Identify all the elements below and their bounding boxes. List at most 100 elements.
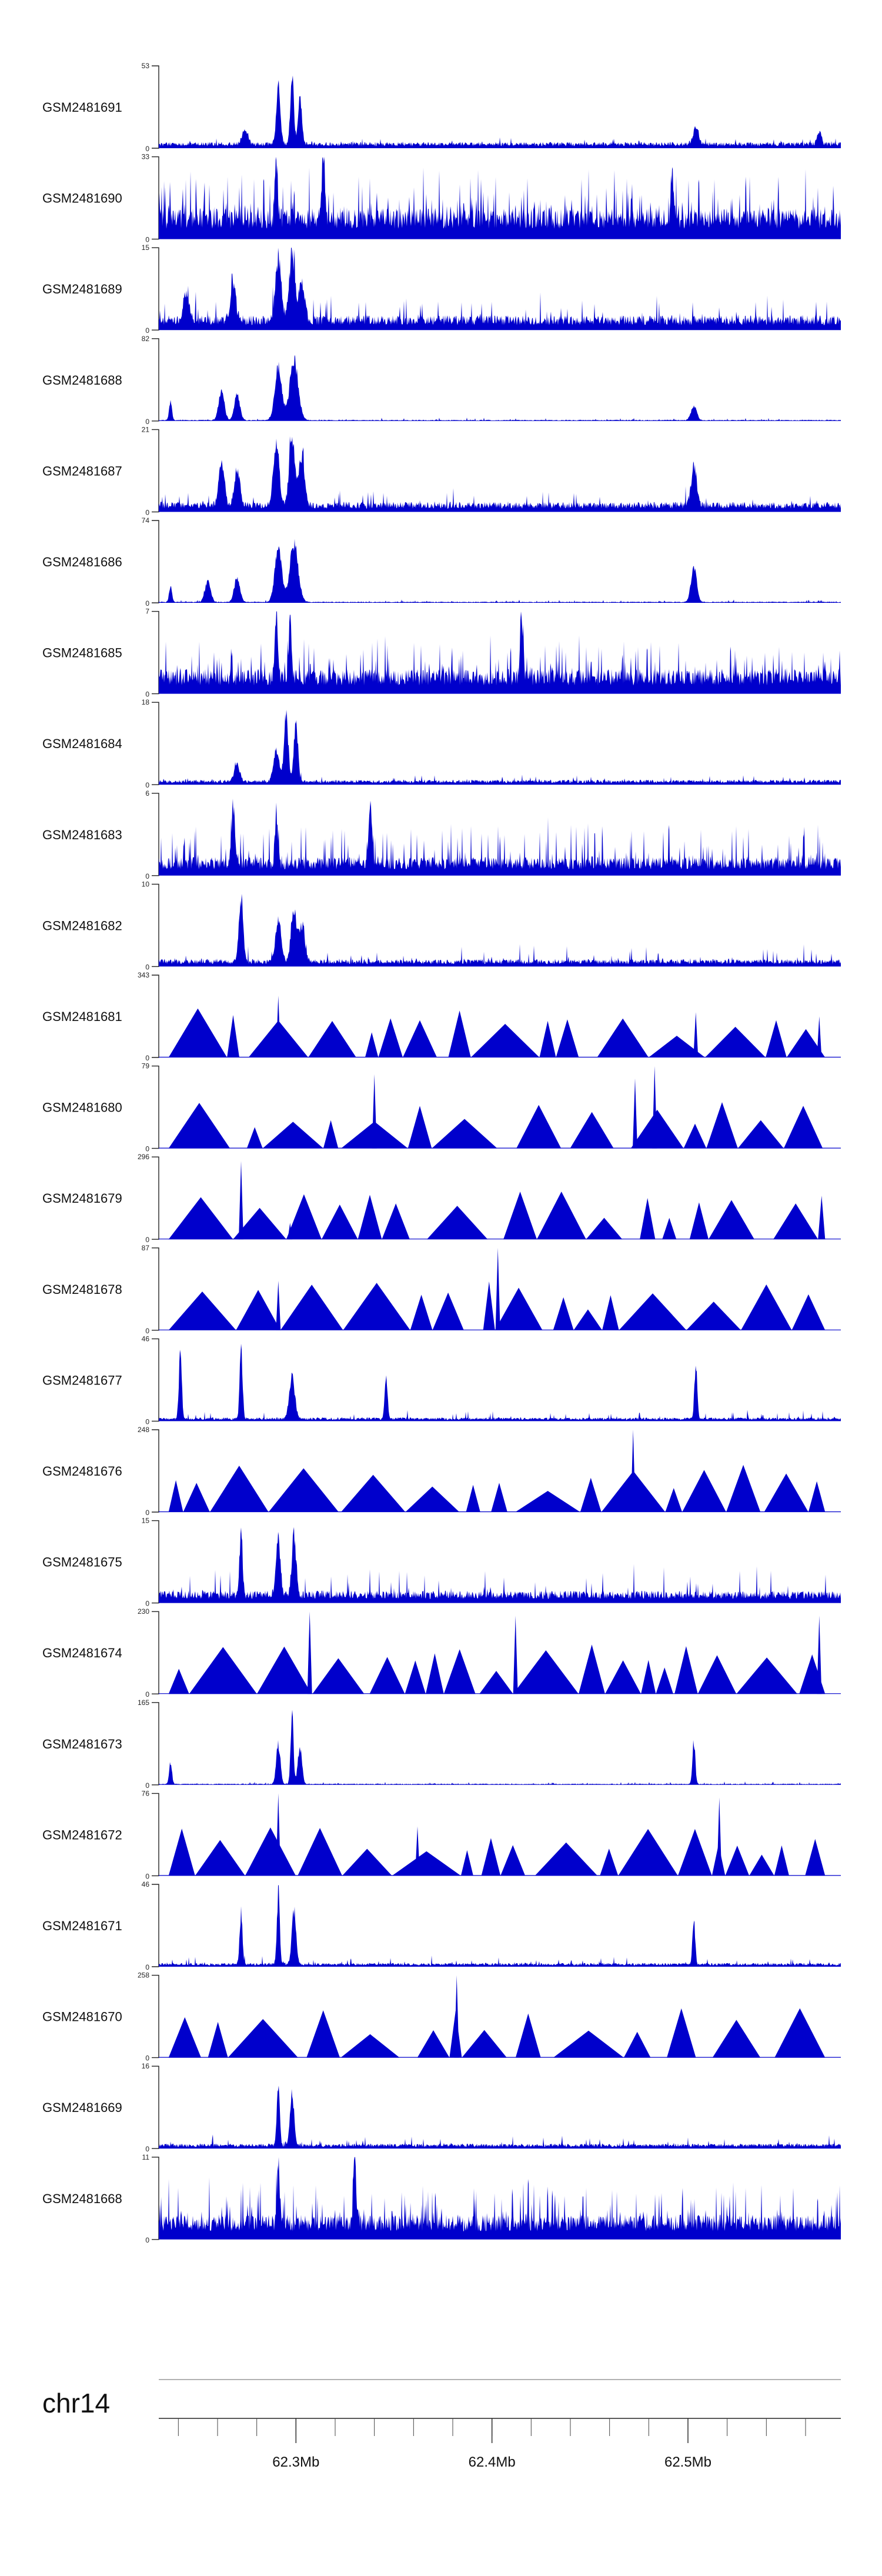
- signal-triangle: [656, 1667, 673, 1694]
- y-max-label: 16: [142, 2062, 150, 2070]
- signal-spike: [454, 1975, 459, 2058]
- y-max-label: 258: [138, 1971, 149, 1980]
- signal-triangle: [697, 1655, 737, 1694]
- signal-triangle: [667, 2008, 696, 2058]
- signal-triangle: [503, 1192, 537, 1240]
- signal-triangle: [539, 1020, 556, 1057]
- y-min-label: 0: [145, 1509, 149, 1517]
- signal-triangle: [228, 2019, 298, 2058]
- y-axis: [152, 1884, 159, 1967]
- signal-triangle: [268, 1468, 339, 1512]
- signal-area: [159, 893, 841, 967]
- track-label: GSM2481673: [42, 1737, 122, 1751]
- signal-triangle: [323, 1120, 339, 1149]
- y-min-label: 0: [145, 1054, 149, 1062]
- signal-spike: [288, 1223, 293, 1240]
- signal-spike: [276, 996, 281, 1057]
- y-max-label: 248: [138, 1426, 149, 1434]
- signal-spike: [276, 1280, 281, 1330]
- signal-triangle: [553, 2030, 624, 2058]
- track-label: GSM2481674: [42, 1646, 122, 1660]
- signal-spike: [652, 1066, 657, 1149]
- y-min-label: 0: [145, 1872, 149, 1880]
- signal-triangle: [640, 1198, 656, 1240]
- signal-triangle: [649, 1036, 705, 1057]
- signal-tracks: GSM2481691530GSM2481690330GSM2481689150G…: [42, 62, 841, 2244]
- signal-triangle: [580, 1477, 602, 1512]
- track-gsm2481668: GSM2481668 11 0: [42, 2153, 841, 2244]
- signal-triangle: [774, 1845, 789, 1876]
- signal-spike: [817, 1016, 822, 1057]
- signal-triangle: [209, 1466, 269, 1512]
- y-min-label: 0: [145, 508, 149, 516]
- signal-area: [159, 2086, 841, 2149]
- signal-triangle: [432, 1119, 497, 1149]
- signal-triangle: [491, 1483, 507, 1512]
- y-axis: [152, 520, 159, 603]
- signal-triangle: [682, 1470, 726, 1512]
- y-axis: [152, 793, 159, 876]
- signal-area: [159, 2157, 841, 2240]
- track-label: GSM2481685: [42, 646, 122, 660]
- y-min-label: 0: [145, 1690, 149, 1699]
- signal-triangle: [619, 1293, 687, 1330]
- signal-triangle: [597, 1018, 649, 1057]
- track-gsm2481690: GSM2481690 33 0: [42, 153, 841, 244]
- signal-triangle: [358, 1194, 382, 1240]
- signal-triangle: [481, 1838, 501, 1876]
- signal-triangle: [189, 1647, 257, 1694]
- signal-area: [159, 1885, 841, 1967]
- signal-triangle: [683, 1123, 707, 1149]
- y-min-label: 0: [145, 1963, 149, 1971]
- signal-triangle: [432, 1292, 464, 1330]
- signal-triangle: [677, 1828, 712, 1876]
- track-gsm2481689: GSM2481689 15 0: [42, 243, 841, 335]
- signal-triangle: [460, 1850, 473, 1876]
- track-label: GSM2481691: [42, 100, 122, 115]
- y-min-label: 0: [145, 690, 149, 699]
- y-axis: [152, 2066, 159, 2149]
- signal-triangle: [340, 1474, 406, 1512]
- signal-triangle: [818, 1196, 826, 1240]
- signal-area: [159, 1710, 841, 1785]
- signal-area: [159, 156, 841, 239]
- y-max-label: 343: [138, 971, 149, 979]
- y-max-label: 21: [142, 425, 150, 433]
- signal-triangle: [470, 1023, 540, 1057]
- y-min-label: 0: [145, 1781, 149, 1790]
- y-min-label: 0: [145, 1327, 149, 1335]
- y-axis: [152, 156, 159, 240]
- track-gsm2481679: GSM2481679 296 0: [42, 1153, 841, 1244]
- y-max-label: 33: [142, 153, 150, 161]
- y-max-label: 76: [142, 1789, 150, 1797]
- signal-triangle: [712, 2020, 761, 2058]
- signal-triangle: [308, 1021, 356, 1057]
- y-min-label: 0: [145, 599, 149, 608]
- signal-triangle: [662, 1217, 677, 1240]
- signal-spike: [717, 1797, 722, 1876]
- track-label: GSM2481681: [42, 1009, 122, 1024]
- signal-spike: [276, 1793, 281, 1876]
- signal-triangle: [783, 1106, 823, 1149]
- y-axis: [152, 247, 159, 331]
- signal-triangle: [448, 1010, 471, 1057]
- signal-triangle: [321, 1204, 358, 1240]
- signal-triangle: [495, 1287, 543, 1330]
- signal-triangle: [410, 1294, 433, 1330]
- signal-triangle: [466, 1484, 480, 1512]
- y-min-label: 0: [145, 1236, 149, 1244]
- signal-triangle: [405, 1486, 460, 1512]
- track-label: GSM2481675: [42, 1555, 122, 1570]
- signal-triangle: [365, 1032, 379, 1057]
- track-gsm2481675: GSM2481675 15 0: [42, 1517, 841, 1608]
- signal-triangle: [630, 1109, 684, 1149]
- signal-triangle: [298, 1828, 342, 1876]
- track-label: GSM2481688: [42, 373, 122, 388]
- y-min-label: 0: [145, 2145, 149, 2153]
- signal-triangle: [168, 1480, 183, 1512]
- y-max-label: 6: [145, 789, 149, 798]
- track-label: GSM2481690: [42, 191, 122, 206]
- signal-triangle: [705, 1026, 766, 1057]
- y-min-label: 0: [145, 872, 149, 880]
